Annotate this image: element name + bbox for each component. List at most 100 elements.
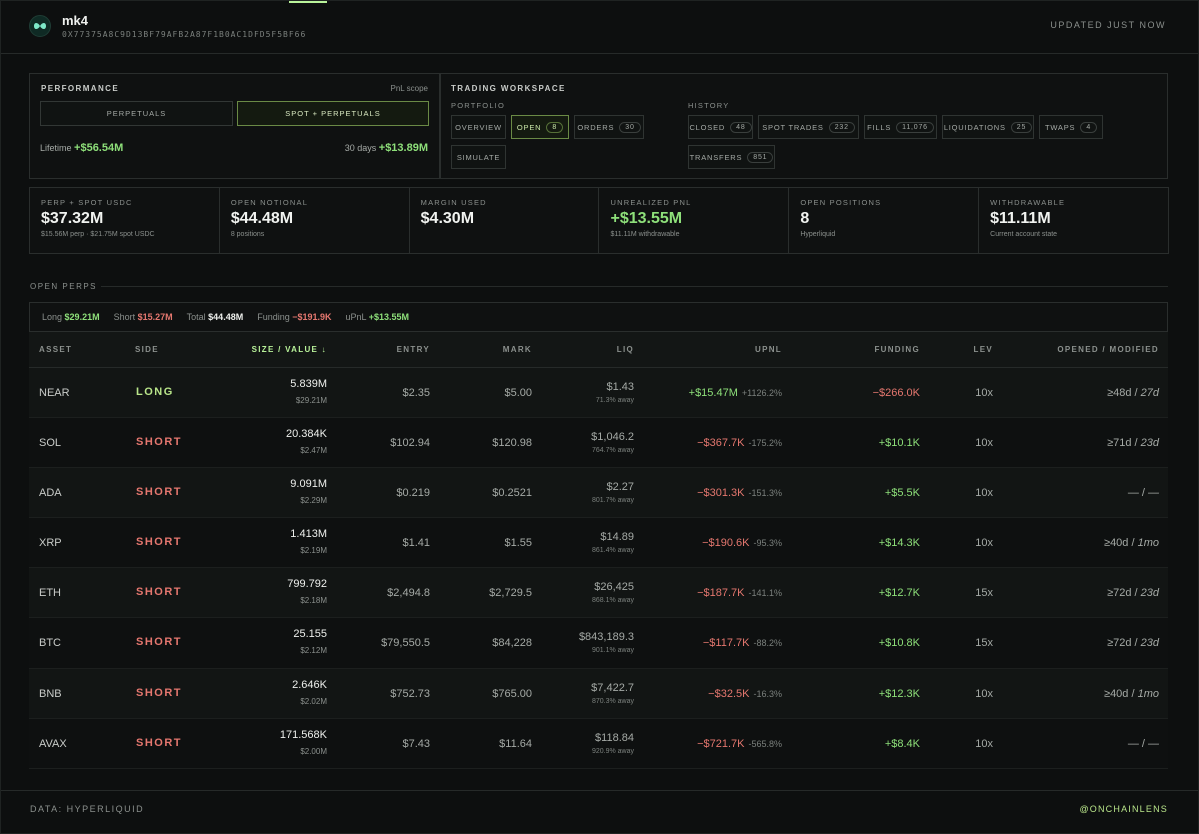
open-perps-summary: Long $29.21M Short $15.27M Total $44.48M…: [29, 302, 1168, 332]
tab-fills-count: 11,076: [896, 121, 934, 133]
tab-spot-trades-count: 232: [828, 121, 855, 133]
row-opened: — / —: [1127, 487, 1159, 500]
row-lev: 15x: [975, 637, 993, 650]
tab-liquidations[interactable]: LIQUIDATIONS 25: [942, 115, 1034, 139]
row-liq-away: 920.9% away: [591, 747, 634, 755]
col-mark[interactable]: MARK: [502, 345, 532, 354]
table-row[interactable]: NEAR LONG 5.839M $29.21M $2.35 $5.00 $1.…: [29, 368, 1168, 419]
thirty-day-label: 30 days: [344, 143, 377, 153]
row-upnl: −$117.7K -88.2%: [702, 637, 782, 650]
table-row[interactable]: XRP SHORT 1.413M $2.19M $1.41 $1.55 $14.…: [29, 518, 1168, 569]
row-opened: ≥48d / 27d: [1107, 387, 1159, 399]
col-opened-modified[interactable]: OPENED / MODIFIED: [1057, 345, 1159, 354]
tab-fills-label: FILLS: [867, 122, 892, 132]
row-entry: $1.41: [402, 537, 430, 550]
row-liq: $7,422.7: [591, 681, 634, 694]
metric-sub: 8 positions: [230, 231, 265, 238]
account-metrics: PERP + SPOT USDC $37.32M $15.56M perp · …: [29, 187, 1169, 254]
table-row[interactable]: BTC SHORT 25.155 $2.12M $79,550.5 $84,22…: [29, 618, 1168, 669]
toggle-spot-perpetuals[interactable]: SPOT + PERPETUALS: [237, 101, 429, 126]
metric-value: $4.30M: [420, 210, 475, 227]
row-asset: BTC: [39, 637, 61, 650]
row-asset: AVAX: [39, 737, 67, 750]
tab-orders[interactable]: ORDERS 30: [574, 115, 644, 139]
tab-twaps-count: 4: [1080, 121, 1098, 133]
metric-value: $11.11M: [990, 210, 1051, 227]
row-side: SHORT: [136, 736, 182, 749]
row-upnl: −$367.7K -175.2%: [697, 437, 782, 450]
row-liq: $14.89: [600, 531, 634, 544]
tab-open-label: OPEN: [516, 122, 542, 132]
col-asset[interactable]: ASSET: [39, 345, 73, 354]
metric-perp-spot-usdc: PERP + SPOT USDC $37.32M $15.56M perp · …: [29, 187, 220, 254]
tab-liquidations-count: 25: [1010, 121, 1033, 133]
thirty-day-value: +$13.89M: [378, 142, 428, 154]
toggle-perpetuals[interactable]: PERPETUALS: [40, 101, 233, 126]
tab-fills[interactable]: FILLS 11,076: [864, 115, 937, 139]
row-size: 1.413M: [290, 528, 327, 541]
row-lev: 10x: [975, 387, 993, 399]
tab-overview-label: OVERVIEW: [455, 122, 502, 132]
table-row[interactable]: BNB SHORT 2.646K $2.02M $752.73 $765.00 …: [29, 668, 1168, 719]
table-row[interactable]: ETH SHORT 799.792 $2.18M $2,494.8 $2,729…: [29, 568, 1168, 619]
row-liq: $118.84: [595, 731, 634, 744]
col-funding[interactable]: FUNDING: [874, 345, 920, 354]
row-side: SHORT: [136, 686, 182, 699]
row-lev: 15x: [975, 587, 993, 600]
metric-label: OPEN POSITIONS: [800, 198, 882, 207]
row-liq-away: 764.7% away: [591, 447, 634, 455]
thirty-day-pnl: 30 days +$13.89M: [345, 142, 428, 154]
row-entry: $7.43: [402, 737, 430, 750]
row-lev: 10x: [975, 737, 993, 750]
table-row[interactable]: SOL SHORT 20.384K $2.47M $102.94 $120.98…: [29, 418, 1168, 469]
col-entry[interactable]: ENTRY: [396, 345, 430, 354]
row-mark: $5.00: [504, 387, 532, 399]
tab-open-count: 8: [546, 121, 564, 133]
footer-handle-link[interactable]: @ONCHAINLENS: [1079, 804, 1168, 814]
metric-sub: Hyperliquid: [800, 231, 836, 238]
col-size-value[interactable]: SIZE / VALUE ↓: [251, 345, 327, 354]
row-lev: 10x: [975, 537, 993, 550]
row-funding: +$8.4K: [884, 737, 920, 750]
metric-sub: $15.56M perp · $21.75M spot USDC: [41, 231, 155, 238]
tab-transfers[interactable]: TRANSFERS 851: [688, 145, 775, 169]
row-mark: $2,729.5: [489, 587, 532, 600]
row-liq-away: 870.3% away: [591, 697, 634, 705]
pnl-scope-label: PnL scope: [390, 84, 428, 93]
col-side[interactable]: SIDE: [135, 345, 159, 354]
updated-status: UPDATED JUST NOW: [1050, 20, 1166, 30]
col-upnl[interactable]: UPNL: [755, 345, 782, 354]
row-size: 9.091M: [290, 478, 327, 491]
metric-open-positions: OPEN POSITIONS 8 Hyperliquid: [788, 187, 980, 254]
summary-long: Long $29.21M: [42, 312, 100, 322]
workspace-title: TRADING WORKSPACE: [451, 84, 566, 93]
col-lev[interactable]: LEV: [973, 345, 993, 354]
row-value: $2.47M: [300, 446, 327, 456]
row-side: SHORT: [136, 586, 182, 599]
tab-spot-trades[interactable]: SPOT TRADES 232: [758, 115, 859, 139]
row-side: SHORT: [136, 636, 182, 649]
metric-unrealized-pnl: UNREALIZED PNL +$13.55M $11.11M withdraw…: [598, 187, 790, 254]
row-side: SHORT: [136, 486, 182, 499]
tab-twaps-label: TWAPS: [1044, 122, 1076, 132]
lifetime-value: +$56.54M: [74, 142, 124, 154]
col-liq[interactable]: LIQ: [616, 345, 634, 354]
wallet-header: mk4 0X77375A8C9D13BF79AFB2A87F1B0AC1DFD5…: [1, 1, 1198, 54]
summary-funding: Funding −$191.9K: [257, 312, 332, 322]
table-row[interactable]: ADA SHORT 9.091M $2.29M $0.219 $0.2521 $…: [29, 468, 1168, 519]
row-funding: +$10.1K: [878, 437, 920, 450]
row-value: $2.00M: [300, 746, 327, 756]
row-size: 2.646K: [292, 678, 327, 691]
row-liq-away: 861.4% away: [591, 547, 634, 555]
table-row[interactable]: AVAX SHORT 171.568K $2.00M $7.43 $11.64 …: [29, 718, 1168, 769]
tab-closed[interactable]: CLOSED 48: [688, 115, 753, 139]
tab-overview[interactable]: OVERVIEW: [451, 115, 506, 139]
row-opened: ≥72d / 23d: [1107, 587, 1159, 600]
open-perps-table: ASSET SIDE SIZE / VALUE ↓ ENTRY MARK LIQ…: [29, 332, 1168, 769]
tab-simulate[interactable]: SIMULATE: [451, 145, 506, 169]
tab-open[interactable]: OPEN 8: [511, 115, 569, 139]
wallet-address[interactable]: 0X77375A8C9D13BF79AFB2A87F1B0AC1DFD5F5BF…: [62, 30, 307, 39]
tab-twaps[interactable]: TWAPS 4: [1039, 115, 1103, 139]
row-size: 799.792: [287, 578, 327, 591]
tab-transfers-count: 851: [747, 151, 774, 163]
